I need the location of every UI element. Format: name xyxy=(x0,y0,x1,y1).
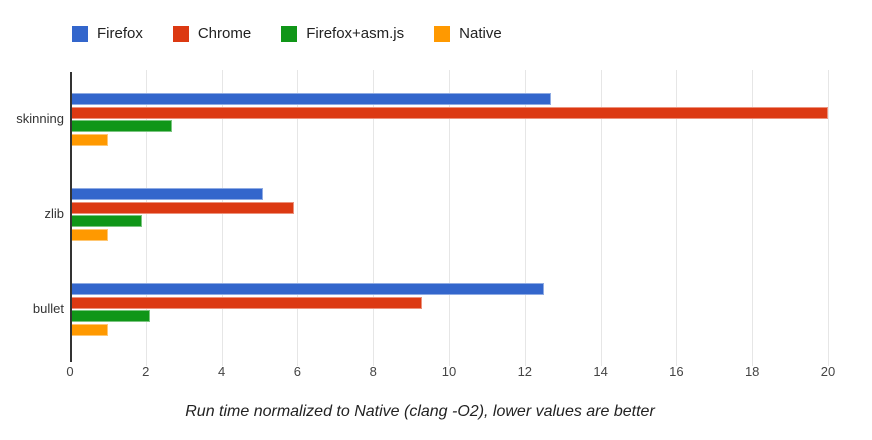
tick-label-16: 16 xyxy=(669,364,684,379)
tick-label-12: 12 xyxy=(517,364,533,379)
bar-bullet-firefox-asm-js[interactable] xyxy=(70,310,150,322)
gridline-x-8 xyxy=(373,70,374,366)
chart-legend: Firefox Chrome Firefox+asm.js Native xyxy=(72,26,502,42)
gridline-x-10 xyxy=(449,70,450,366)
legend-item-firefox: Firefox xyxy=(72,26,143,42)
gridline-x-20 xyxy=(828,70,829,366)
legend-swatch-firefox-asm-js xyxy=(281,26,298,42)
legend-label: Firefox+asm.js xyxy=(306,25,405,42)
category-label-bullet: bullet xyxy=(32,301,64,316)
tick-label-2: 2 xyxy=(142,364,150,379)
tick-label-8: 8 xyxy=(369,364,377,379)
gridline-x-12 xyxy=(525,70,526,366)
legend-swatch-native xyxy=(434,26,451,42)
bar-skinning-firefox-asm-js[interactable] xyxy=(70,120,172,132)
legend-swatch-firefox xyxy=(72,26,88,42)
bar-zlib-native[interactable] xyxy=(70,228,108,241)
bar-zlib-firefox[interactable] xyxy=(70,188,263,200)
tick-label-20: 20 xyxy=(820,364,836,379)
gridline-x-6 xyxy=(297,70,298,366)
tick-label-18: 18 xyxy=(744,364,760,379)
bar-skinning-firefox[interactable] xyxy=(70,93,551,105)
chart-caption: Run time normalized to Native (clang -O2… xyxy=(185,403,655,420)
tick-label-6: 6 xyxy=(293,364,301,379)
bar-zlib-firefox-asm-js[interactable] xyxy=(70,215,142,227)
tick-label-0: 0 xyxy=(66,364,74,379)
gridline-x-16 xyxy=(676,70,677,366)
axis-baseline xyxy=(70,72,72,362)
legend-item-firefox-asm-js: Firefox+asm.js xyxy=(281,26,404,42)
legend-label: Chrome xyxy=(197,25,252,42)
bar-bullet-native[interactable] xyxy=(70,323,108,336)
gridline-x-14 xyxy=(601,70,602,366)
legend-label: Native xyxy=(459,25,502,42)
gridline-x-4 xyxy=(222,70,223,366)
plot-area xyxy=(70,70,829,366)
gridline-x-2 xyxy=(146,70,147,366)
gridline-x-18 xyxy=(752,70,753,366)
bar-zlib-chrome[interactable] xyxy=(70,201,294,214)
category-label-skinning: skinning xyxy=(16,111,64,126)
bar-bullet-firefox[interactable] xyxy=(70,283,544,295)
legend-label: Firefox xyxy=(97,25,143,42)
tick-label-14: 14 xyxy=(593,364,608,379)
legend-item-chrome: Chrome xyxy=(172,25,252,42)
category-label-zlib: zlib xyxy=(44,206,64,221)
tick-label-4: 4 xyxy=(217,364,226,379)
bar-skinning-chrome[interactable] xyxy=(70,106,828,119)
tick-label-10: 10 xyxy=(441,364,457,379)
bar-bullet-chrome[interactable] xyxy=(70,296,422,309)
legend-swatch-chrome xyxy=(172,26,189,42)
legend-item-native: Native xyxy=(434,26,502,42)
bar-skinning-native[interactable] xyxy=(70,133,108,146)
